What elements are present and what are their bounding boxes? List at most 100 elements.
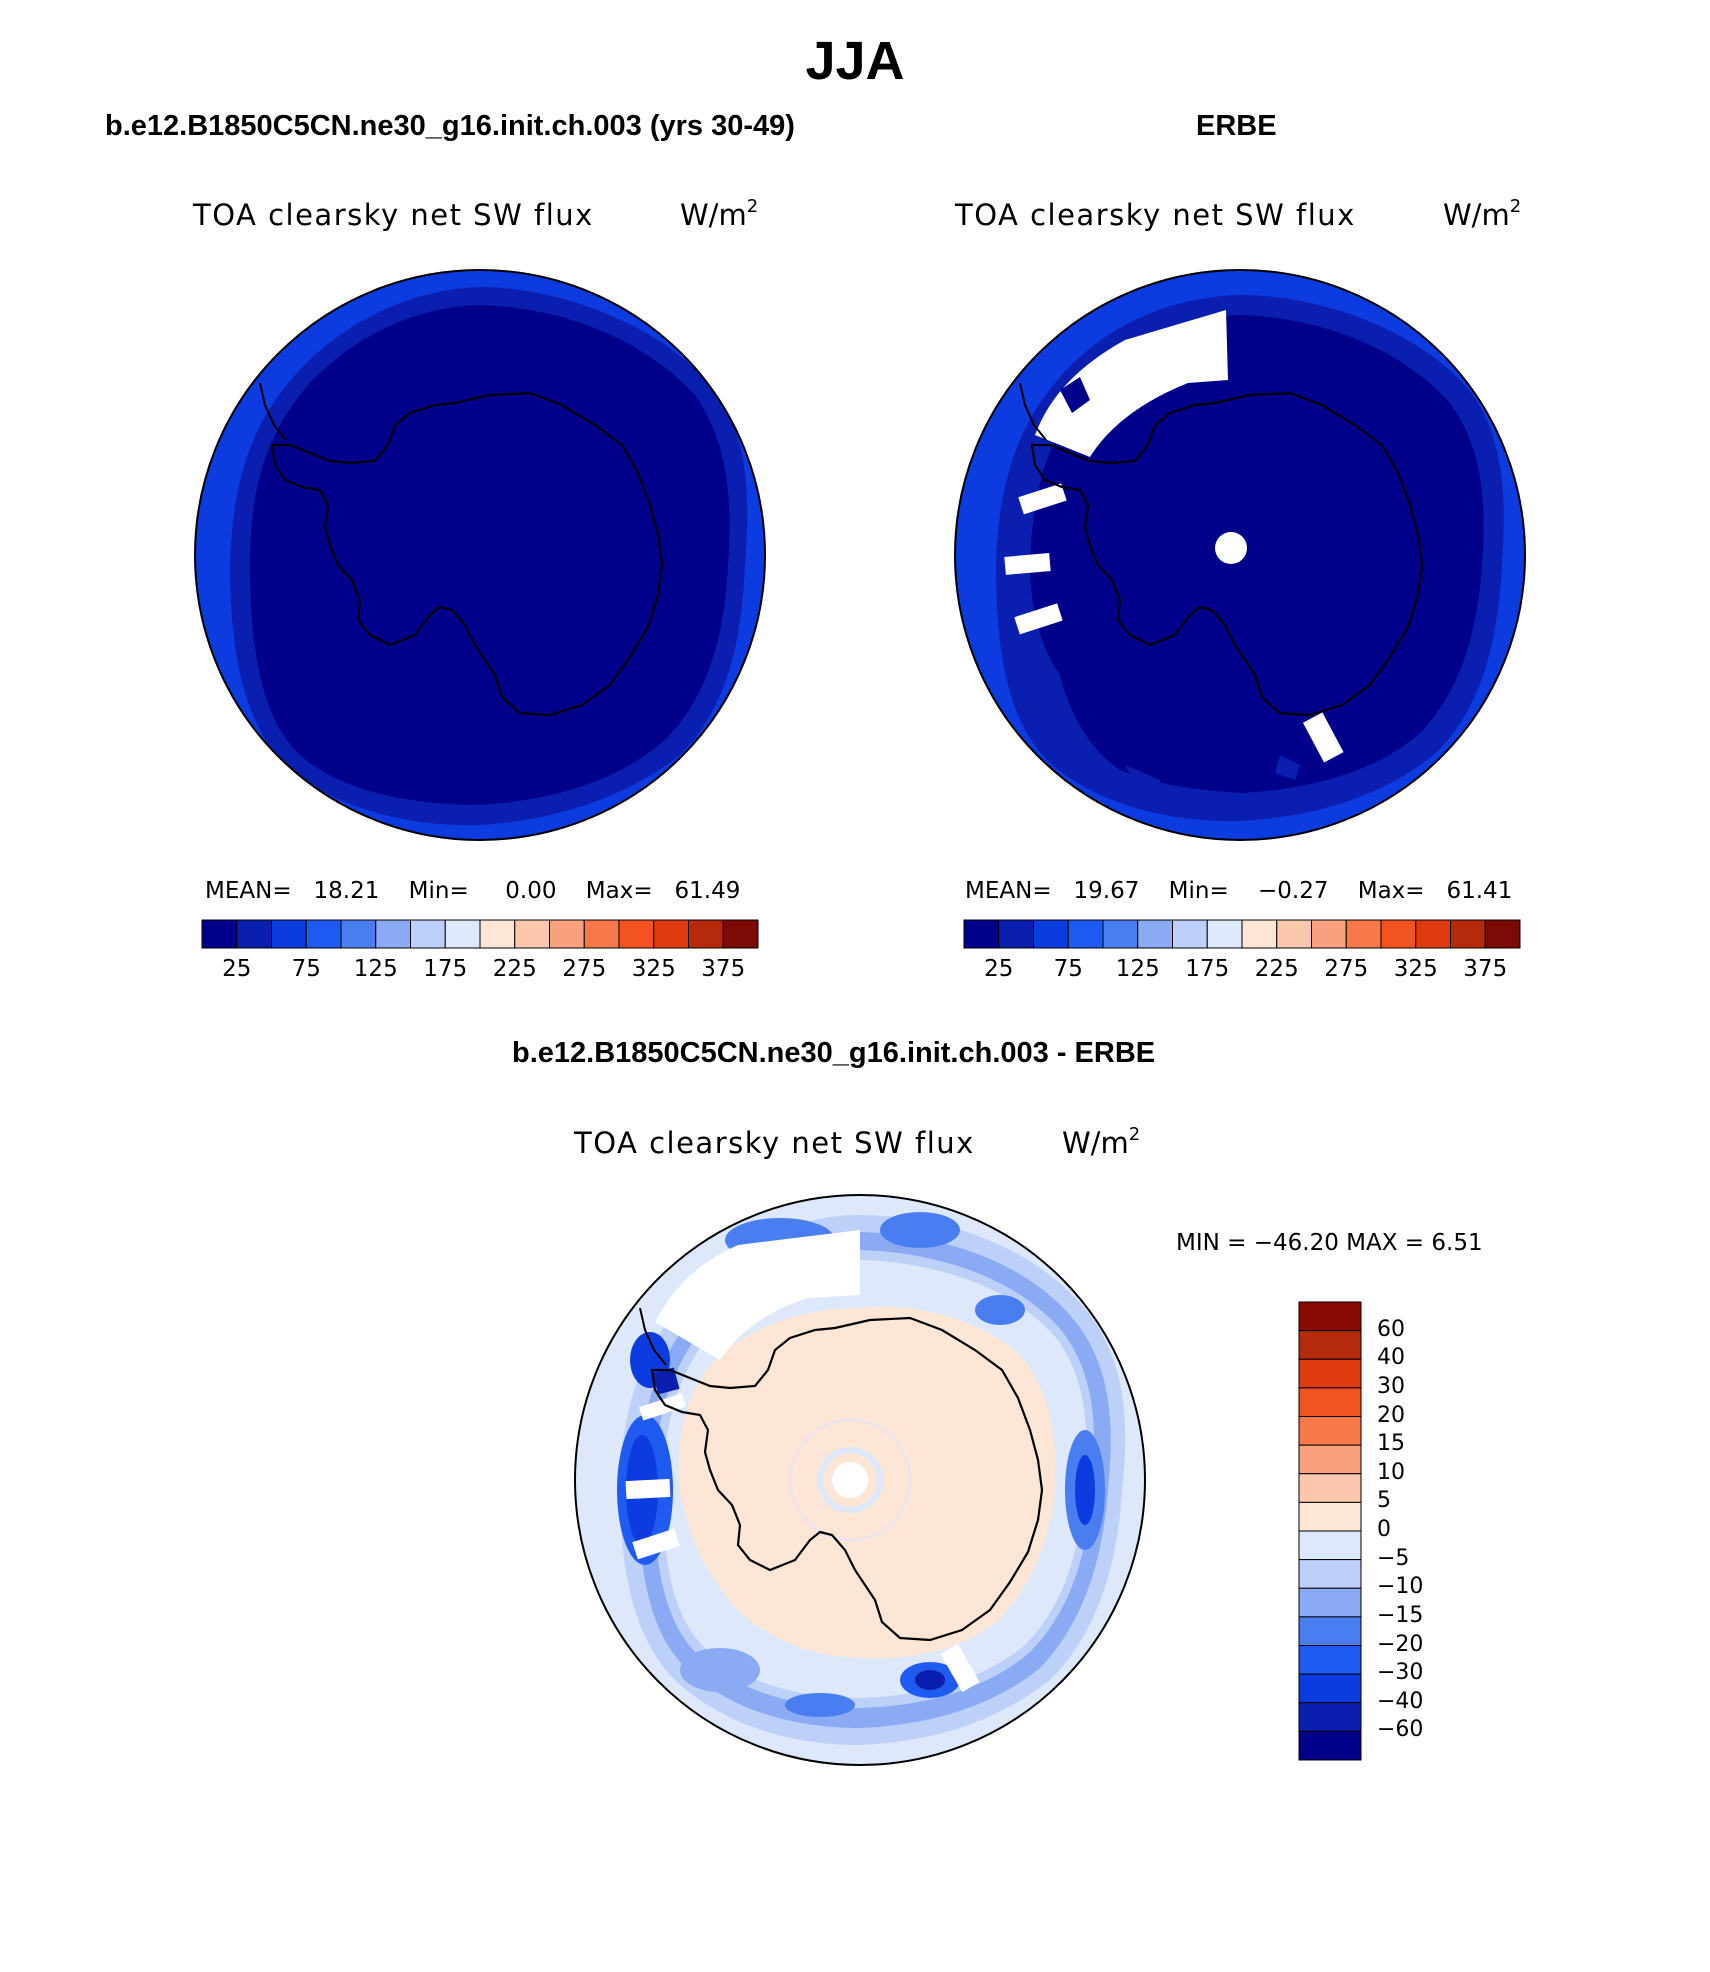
model-units: W/m2 [680, 196, 759, 232]
colorbar-swatch [1311, 919, 1347, 949]
colorbar-swatch [1102, 919, 1139, 949]
diff-missing-band [632, 1528, 680, 1560]
diff-neg-patch [880, 1212, 960, 1248]
colorbar-tick-label: 75 [1053, 956, 1083, 982]
colorbar-tick-label: 125 [353, 956, 398, 982]
colorbar-swatch [236, 919, 272, 949]
diff-pole-hole [832, 1462, 868, 1498]
diff-neg-patch [975, 1295, 1025, 1325]
colorbar-tick-label: 325 [631, 956, 676, 982]
colorbar-swatch [1298, 1645, 1362, 1675]
obs-map-border [954, 269, 1526, 841]
colorbar-tick-label: 125 [1115, 956, 1160, 982]
colorbar-swatch [201, 919, 238, 949]
colorbar-swatch [1206, 919, 1243, 949]
obs-missing-arc [1035, 310, 1228, 457]
colorbar-swatch [1298, 1416, 1362, 1446]
colorbar-tick-label: −5 [1377, 1545, 1410, 1571]
colorbar-swatch [1415, 919, 1451, 949]
colorbar-tick-label: −30 [1377, 1660, 1424, 1686]
colorbar-swatch [305, 919, 342, 949]
colorbar-swatch [444, 919, 481, 949]
model-stats: MEAN= 18.21 Min= 0.00 Max= 61.49 [205, 878, 741, 904]
diff-neg-patch [785, 1693, 855, 1717]
model-deep-zone [250, 305, 730, 805]
colorbar-swatch [1172, 919, 1208, 949]
colorbar-swatch [1298, 1501, 1362, 1532]
colorbar-tick-label: 375 [701, 956, 746, 982]
figure-title: JJA [805, 31, 905, 91]
colorbar-tick-label: −60 [1377, 1717, 1424, 1743]
obs-missing-band [1014, 603, 1063, 635]
colorbar-tick-label: 225 [1254, 956, 1299, 982]
obs-missing-band [1302, 712, 1344, 763]
colorbar-tick-label: 75 [291, 956, 321, 982]
colorbar-tick-label: 325 [1393, 956, 1438, 982]
colorbar-swatch [1380, 919, 1417, 949]
colorbar-swatch [1298, 1444, 1362, 1475]
obs-units: W/m2 [1443, 196, 1522, 232]
colorbar-swatch [479, 919, 516, 949]
colorbar-swatch [1033, 919, 1069, 949]
obs-polar-map [954, 269, 1526, 841]
obs-peninsula [1019, 382, 1047, 441]
model-polar-map [194, 269, 766, 841]
colorbar-swatch [1298, 1473, 1362, 1503]
colorbar-swatch [549, 919, 585, 949]
obs-colorbar [963, 919, 1521, 949]
diff-panel-title: b.e12.B1850C5CN.ne30_g16.init.ch.003 - E… [512, 1037, 1156, 1069]
colorbar-tick-label: 10 [1377, 1459, 1405, 1485]
diff-peninsula [639, 1307, 667, 1366]
colorbar-swatch [1276, 919, 1312, 949]
colorbar-tick-label: 225 [492, 956, 537, 982]
obs-deep-zone [1030, 315, 1484, 793]
colorbar-tick-label: −40 [1377, 1688, 1424, 1714]
colorbar-swatch [1067, 919, 1104, 949]
diff-missing-arc [655, 1230, 860, 1360]
colorbar-swatch [1137, 919, 1173, 949]
colorbar-swatch [410, 919, 446, 949]
colorbar-swatch [1345, 919, 1382, 949]
colorbar-tick-label: −20 [1377, 1631, 1424, 1657]
colorbar-tick-label: 5 [1377, 1488, 1391, 1514]
colorbar-tick-label: 0 [1377, 1517, 1391, 1542]
obs-pole-hole [1215, 532, 1247, 564]
colorbar-swatch [1450, 919, 1486, 949]
colorbar-swatch [375, 919, 411, 949]
colorbar-tick-label: 175 [423, 956, 468, 982]
colorbar-swatch [1298, 1559, 1362, 1589]
colorbar-tick-label: −10 [1377, 1574, 1424, 1600]
colorbar-tick-label: 25 [984, 956, 1014, 982]
colorbar-swatch [340, 919, 377, 949]
diff-map-border [574, 1194, 1146, 1766]
colorbar-swatch [1298, 1587, 1362, 1618]
colorbar-swatch [1298, 1673, 1362, 1704]
colorbar-swatch [1484, 919, 1521, 949]
colorbar-swatch [1298, 1530, 1362, 1561]
colorbar-tick-label: 175 [1185, 956, 1230, 982]
diff-neg-patch [680, 1648, 760, 1692]
diff-units: W/m2 [1062, 1124, 1141, 1160]
colorbar-swatch [653, 919, 689, 949]
diff-polar-map [574, 1194, 1146, 1766]
colorbar-swatch [1241, 919, 1278, 949]
colorbar-tick-label: 60 [1377, 1316, 1405, 1342]
colorbar-tick-label: 275 [562, 956, 607, 982]
diff-missing-band [638, 1393, 687, 1421]
obs-missing-band [1004, 553, 1051, 575]
diff-colorbar-labels: 60 40 30 20 15 10 5 0 −5 −10 −15 −20 −30 −40 −60 [1377, 1300, 1457, 1762]
colorbar-tick-label: 20 [1377, 1402, 1405, 1428]
diff-missing-band [625, 1478, 671, 1500]
obs-variable-title: TOA clearsky net SW flux [955, 198, 1356, 232]
diff-antarctica-coastline [650, 1316, 1044, 1642]
colorbar-swatch [618, 919, 655, 949]
colorbar-swatch [722, 919, 759, 949]
colorbar-tick-label: 275 [1324, 956, 1369, 982]
colorbar-tick-label: 15 [1377, 1431, 1405, 1457]
model-colorbar [201, 919, 759, 949]
diff-neg-patch [915, 1670, 945, 1690]
colorbar-swatch [1298, 1358, 1362, 1389]
diff-neg-patch [1075, 1455, 1095, 1525]
diff-variable-title: TOA clearsky net SW flux [574, 1126, 975, 1160]
model-colorbar-ticks: 25 75 125 175 225 275 325 375 [200, 954, 760, 984]
